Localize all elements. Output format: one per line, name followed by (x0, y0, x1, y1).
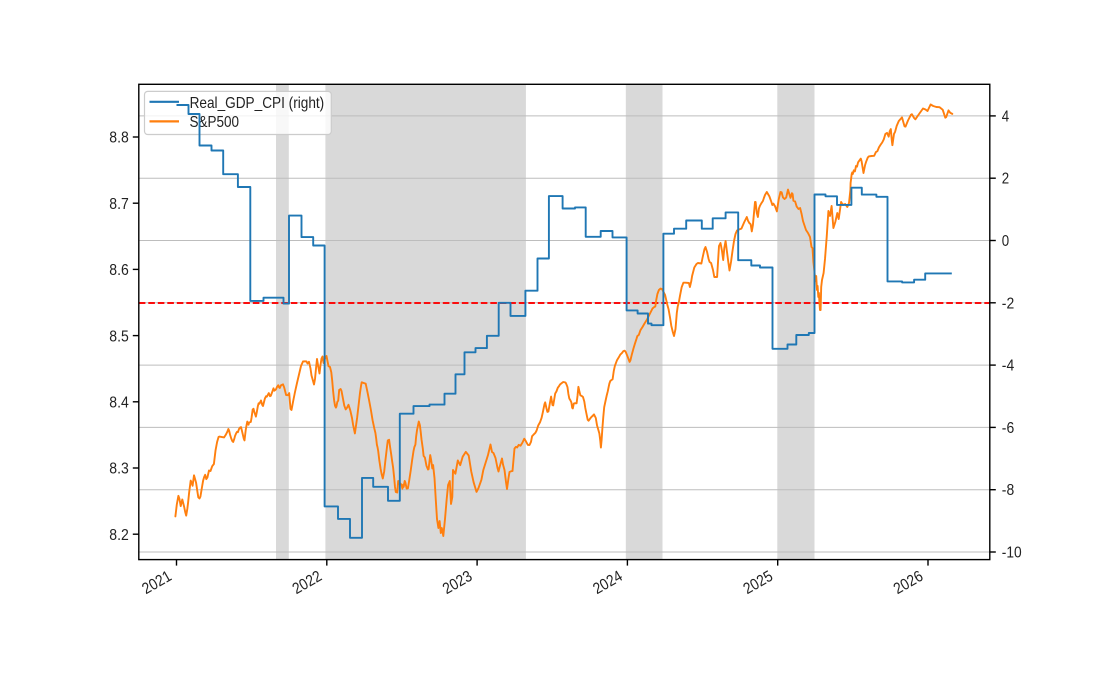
svg-text:8.8: 8.8 (109, 130, 129, 147)
svg-text:4: 4 (1002, 108, 1010, 125)
svg-text:-10: -10 (1002, 545, 1022, 562)
svg-text:-8: -8 (1002, 482, 1015, 499)
svg-text:0: 0 (1002, 233, 1010, 250)
svg-text:-2: -2 (1002, 295, 1014, 312)
svg-text:-4: -4 (1002, 358, 1015, 375)
svg-text:8.2: 8.2 (109, 527, 129, 544)
svg-text:8.7: 8.7 (109, 196, 129, 213)
svg-text:2: 2 (1002, 171, 1009, 188)
svg-text:S&P500: S&P500 (190, 114, 240, 131)
svg-text:-6: -6 (1002, 420, 1015, 437)
svg-text:Real_GDP_CPI (right): Real_GDP_CPI (right) (190, 95, 325, 112)
svg-text:8.4: 8.4 (109, 395, 129, 412)
svg-text:8.3: 8.3 (109, 461, 129, 478)
svg-text:8.5: 8.5 (109, 328, 129, 345)
svg-text:8.6: 8.6 (109, 262, 129, 279)
